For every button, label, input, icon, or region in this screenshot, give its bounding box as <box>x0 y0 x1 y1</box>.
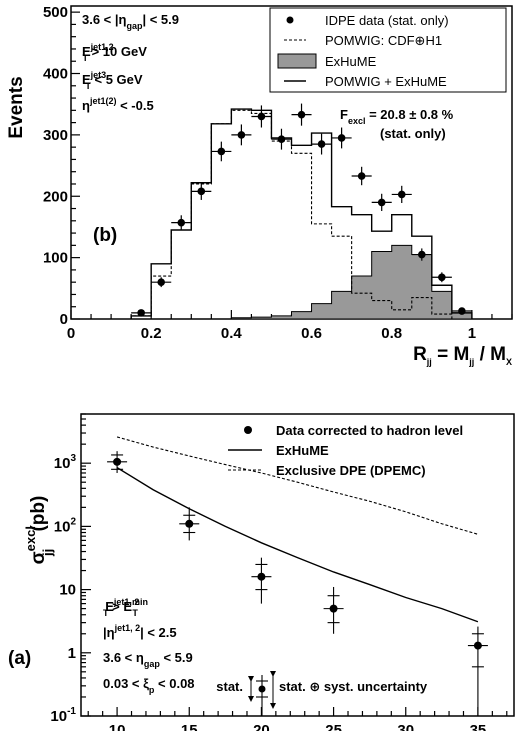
data-point <box>438 273 446 282</box>
data-point <box>337 134 346 142</box>
data-point <box>329 604 338 613</box>
legend-label: POMWIG: CDF⊕H1 <box>325 33 442 48</box>
data-point <box>297 110 306 119</box>
legend-label: POMWIG + ExHuME <box>325 74 447 89</box>
legend-label: ExHuME <box>325 54 377 69</box>
x-axis-title: Rjj​ = Mjj​ / MX​ <box>413 344 512 367</box>
uncertainty-syst-label: stat. ⊕ syst. uncertainty <box>279 679 428 694</box>
data-point <box>277 135 286 143</box>
uncertainty-example-point <box>258 685 266 693</box>
x-tick-label: 0.6 <box>301 325 322 342</box>
data-point <box>197 187 206 196</box>
y-tick-label: 10 <box>59 582 76 599</box>
plot-frame <box>80 413 515 717</box>
x-tick-label: 0.8 <box>381 325 402 342</box>
legend: Data corrected to hadron level ExHuME Excl… <box>228 423 463 478</box>
legend-marker-data <box>244 426 252 434</box>
cut-label: 3.6 < ηgap​ < 5.9 <box>103 650 193 669</box>
y-tick-label: 200 <box>43 188 68 205</box>
x-tick-label: 35 <box>470 722 487 731</box>
x-tick-label: 20 <box>253 722 270 731</box>
y-tick-label: 103 <box>54 453 77 472</box>
x-tick-label: 0.2 <box>141 325 162 342</box>
legend-marker-data <box>286 16 294 24</box>
x-tick-label: 0 <box>67 325 75 342</box>
legend-label: IDPE data (stat. only) <box>325 13 449 28</box>
legend: IDPE data (stat. only) POMWIG: CDF⊕H1 ExHu… <box>269 7 507 93</box>
fexcl-annotation: Fexcl​ = 20.8 ± 0.8 % <box>340 107 454 126</box>
cut-label: ηjet1(2)​ < -0.5 <box>82 96 154 113</box>
data-point <box>113 457 122 466</box>
panel-a-cross-section: 10 15 20 25 30 35 10-1 1 10 102 103 σexcljj (pb) Dat… <box>8 413 515 731</box>
pomwig-plus-exhume-histogram <box>130 108 473 319</box>
legend-box <box>269 7 507 93</box>
x-tick-label: 1 <box>468 325 476 342</box>
legend-marker-exhume <box>277 53 317 69</box>
y-tick-label: 1 <box>68 645 76 662</box>
y-tick-label: 400 <box>43 66 68 83</box>
legend-label: Data corrected to hadron level <box>276 423 463 438</box>
data-point <box>397 190 406 199</box>
x-tick-label: 10 <box>109 722 126 731</box>
data-point <box>417 250 426 259</box>
data-point <box>377 198 386 207</box>
x-tick-label: 15 <box>181 722 198 731</box>
y-tick-label: 0 <box>60 311 68 328</box>
cut-label: 0.03 < ξp​ < 0.08 <box>103 676 195 695</box>
cut-label: Ejet1,2T​ > 10 GeV <box>82 42 147 63</box>
legend-label: ExHuME <box>276 443 329 458</box>
cut-label: |ηjet1, 2​| < 2.5 <box>103 623 177 640</box>
data-point <box>473 641 482 650</box>
data-point <box>317 140 326 148</box>
exhume-solid-curve <box>116 467 479 623</box>
y-tick-label: 300 <box>43 127 68 144</box>
data-point <box>177 218 186 227</box>
y-tick-label: 102 <box>54 516 77 535</box>
data-point <box>157 278 166 286</box>
fexcl-annotation-line2: (stat. only) <box>380 126 446 141</box>
x-tick-label: 30 <box>397 722 414 731</box>
data-point <box>237 131 246 139</box>
y-axis-title: Events <box>6 76 27 138</box>
legend-label: Exclusive DPE (DPEMC) <box>276 463 426 478</box>
data-point <box>257 112 266 121</box>
dpemc-dashed-curve <box>116 436 479 535</box>
y-tick-label: 100 <box>43 250 68 267</box>
data-point <box>137 309 145 317</box>
data-point <box>357 172 366 180</box>
data-point <box>217 147 226 156</box>
y-tick-label: 10-1 <box>50 706 76 725</box>
y-tick-label: 500 <box>43 4 68 21</box>
data-point <box>458 307 466 315</box>
panel-label: (b) <box>93 225 117 246</box>
x-tick-label: 25 <box>325 722 342 731</box>
y-axis-title: σexcljj (pb) <box>23 496 55 565</box>
cut-label: 3.6 < |ηgap​| < 5.9 <box>82 12 179 31</box>
data-point <box>257 572 266 581</box>
x-tick-label: 0.4 <box>221 325 243 342</box>
panel-label: (a) <box>8 648 31 669</box>
data-point <box>185 519 194 528</box>
panel-b-histogram: 0 0.2 0.4 0.6 0.8 1 0 100 200 300 400 500 Events Rjj​… <box>6 4 513 367</box>
uncertainty-stat-label: stat. <box>216 679 243 694</box>
